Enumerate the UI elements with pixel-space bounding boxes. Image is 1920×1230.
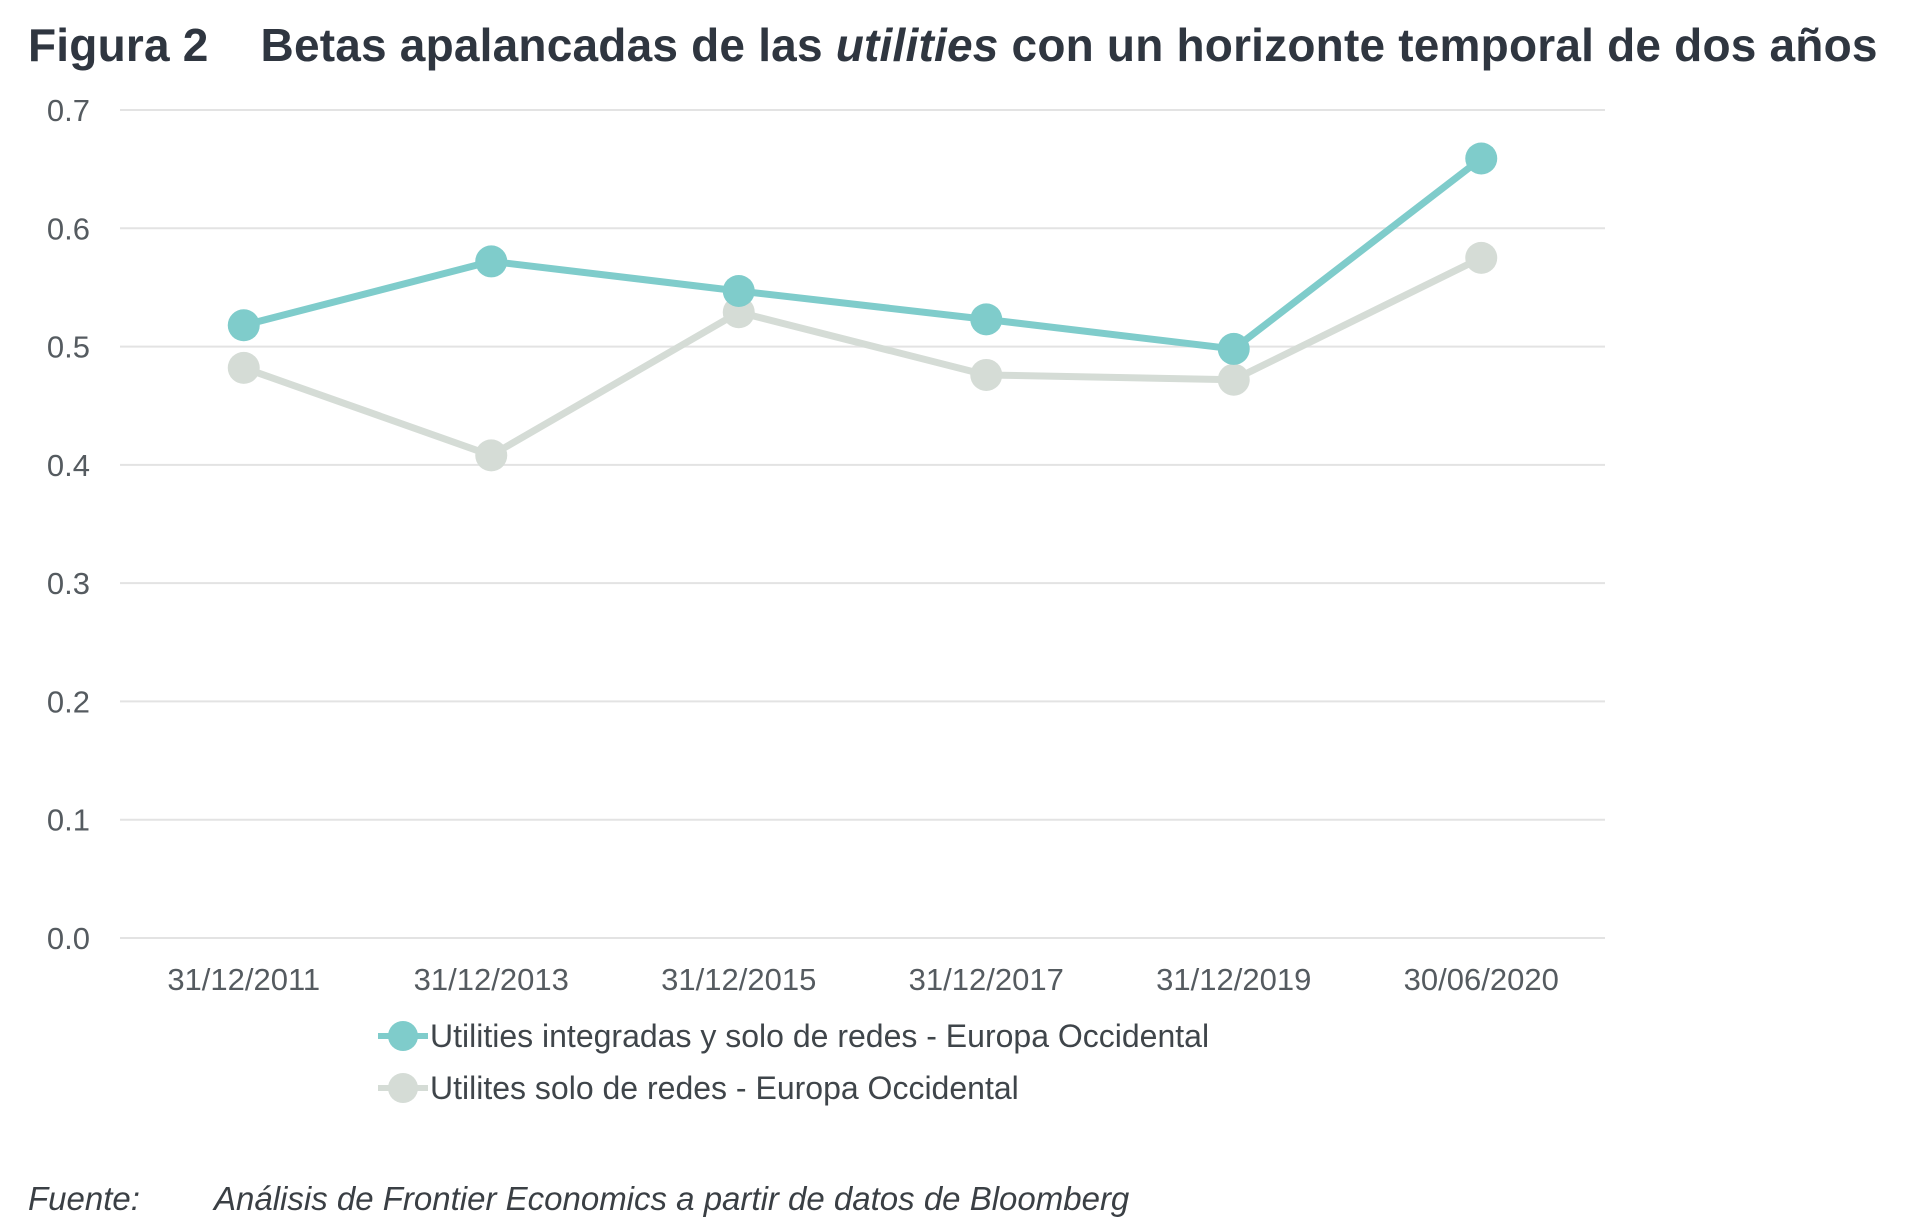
data-point — [227, 351, 260, 384]
title-text-start: Betas apalancadas de las — [260, 19, 836, 71]
legend-item-integradas: Utilities integradas y solo de redes - E… — [378, 1010, 1209, 1062]
data-point — [475, 439, 508, 472]
series-0 — [227, 142, 1498, 365]
x-tick-label: 31/12/2013 — [414, 962, 569, 997]
data-point — [722, 274, 755, 307]
y-tick-label: 0.4 — [47, 448, 90, 483]
title-text-italic: utilities — [835, 19, 999, 71]
x-axis-ticks: 31/12/2011 31/12/2013 31/12/2015 31/12/2017… — [167, 962, 1559, 997]
x-tick-label: 30/06/2020 — [1404, 962, 1559, 997]
series-1 — [227, 241, 1498, 472]
data-point — [475, 245, 508, 278]
data-point — [970, 358, 1003, 391]
figure-number: Figura 2 — [28, 19, 209, 71]
source-text: Análisis de Frontier Economics a partir … — [214, 1180, 1130, 1217]
data-point — [1217, 363, 1250, 396]
legend-marker-integradas — [378, 1021, 428, 1051]
y-tick-label: 0.6 — [47, 211, 90, 246]
y-tick-label: 0.0 — [47, 921, 90, 956]
title-text-end: con un horizonte temporal de dos años — [998, 19, 1878, 71]
y-axis-ticks: 0.0 0.1 0.2 0.3 0.4 0.5 0.6 0.7 — [47, 93, 90, 956]
y-tick-label: 0.7 — [47, 93, 90, 128]
series-group — [227, 142, 1498, 472]
chart-title: Figura 2 Betas apalancadas de las utiliti… — [28, 18, 1878, 72]
legend-marker-solo-redes — [378, 1073, 428, 1103]
x-tick-label: 31/12/2017 — [909, 962, 1064, 997]
x-tick-label: 31/12/2019 — [1156, 962, 1311, 997]
y-tick-label: 0.1 — [47, 803, 90, 838]
data-point — [1217, 332, 1250, 365]
series-line — [240, 154, 1485, 353]
chart-legend: Utilities integradas y solo de redes - E… — [378, 1010, 1209, 1114]
legend-label-integradas: Utilities integradas y solo de redes - E… — [430, 1017, 1210, 1054]
data-point — [1465, 241, 1498, 274]
data-point — [227, 309, 260, 342]
y-tick-label: 0.2 — [47, 684, 90, 719]
legend-label-solo-redes: Utilites solo de redes - Europa Occident… — [430, 1069, 1019, 1106]
line-chart: 0.00.10.20.30.40.50.60.7 31/12/2011 31/12… — [47, 93, 1605, 997]
source-note: Fuente: Análisis de Frontier Economics a … — [28, 1180, 1129, 1218]
data-point — [970, 303, 1003, 336]
data-point — [1465, 142, 1498, 175]
y-tick-label: 0.3 — [47, 566, 90, 601]
x-tick-label: 31/12/2011 — [167, 962, 320, 997]
source-label: Fuente: — [28, 1180, 140, 1217]
y-tick-label: 0.5 — [47, 330, 90, 365]
x-tick-label: 31/12/2015 — [661, 962, 816, 997]
legend-item-solo-redes: Utilites solo de redes - Europa Occident… — [378, 1062, 1209, 1114]
series-line — [240, 254, 1485, 459]
